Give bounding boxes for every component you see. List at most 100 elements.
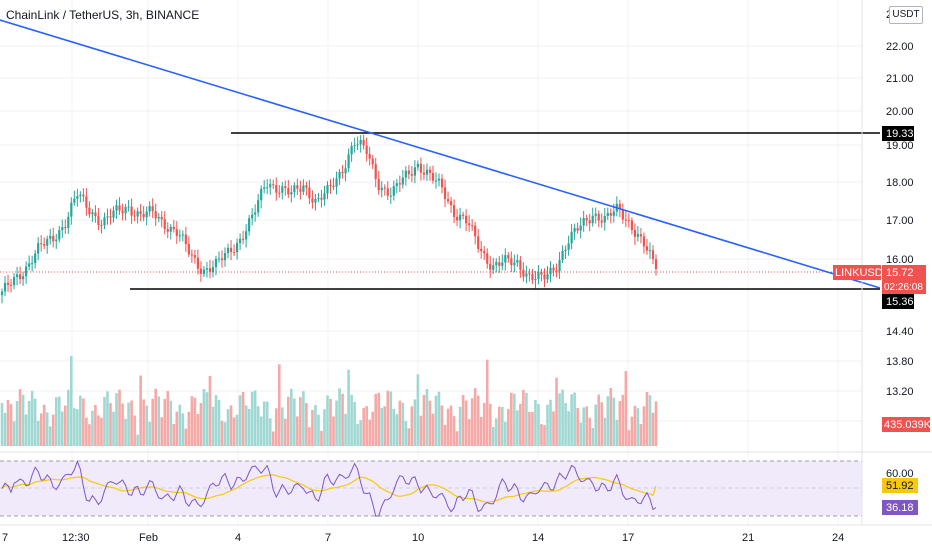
candle (582, 210, 585, 232)
candle (462, 211, 465, 220)
volume-bar (262, 401, 266, 446)
candle (329, 179, 332, 194)
candle (525, 265, 528, 284)
candle (248, 214, 251, 236)
volume-bar (341, 393, 344, 446)
candle (130, 198, 133, 224)
volume-bar (531, 411, 534, 446)
candle (272, 179, 275, 190)
volume-bar (579, 422, 582, 446)
volume-bar (67, 389, 70, 446)
price-axis[interactable]: 2 22.00 21.00 20.00 19.00 18.00 17.00 16… (886, 9, 914, 480)
candle (145, 206, 148, 226)
candle (299, 180, 302, 200)
candle (434, 172, 438, 189)
candle (326, 181, 329, 200)
time-tick: 17 (622, 532, 634, 544)
candle (133, 209, 136, 222)
candle (6, 274, 10, 292)
volume-bar (425, 389, 429, 446)
candle (636, 226, 640, 242)
time-tick: 10 (412, 532, 424, 544)
volume-bar (615, 419, 619, 446)
candle (190, 249, 193, 263)
candle (178, 229, 181, 242)
candle (70, 197, 73, 225)
time-tick: Feb (139, 532, 158, 544)
candle (148, 201, 151, 217)
time-axis[interactable]: 7 12:30 Feb 4 7 10 14 17 21 24 (2, 532, 844, 544)
volume-bar (308, 427, 311, 446)
volume-label: 435.039K (882, 417, 932, 432)
candle (546, 266, 549, 283)
volume-bar (76, 409, 79, 446)
candle (169, 224, 172, 240)
candle (187, 236, 190, 258)
volume-bar (133, 415, 136, 446)
volume-bar (296, 416, 299, 446)
volume-bar (314, 405, 317, 446)
candle (537, 265, 540, 285)
volume-bar (422, 394, 426, 446)
rsi-ma-line (1, 474, 657, 503)
volume-bar (208, 376, 212, 446)
volume-bar (202, 388, 206, 446)
svg-text:435.039K: 435.039K (884, 419, 932, 431)
candle (549, 261, 552, 283)
volume-bar (36, 420, 40, 446)
volume-bar (241, 391, 245, 446)
volume-bar (479, 416, 483, 446)
candle (651, 245, 655, 265)
candle (308, 180, 311, 205)
candle (585, 214, 588, 226)
volume-bar (229, 405, 233, 446)
volume-bar (654, 401, 658, 446)
candle (573, 223, 576, 240)
volume-bar (368, 419, 371, 446)
candle (492, 257, 495, 274)
volume-bar (335, 400, 338, 446)
candle (217, 251, 221, 263)
volume-bar (73, 408, 76, 446)
svg-text:02:26:08: 02:26:08 (884, 282, 923, 293)
volume-bar (45, 412, 49, 446)
volume-bar (570, 394, 573, 446)
candle (31, 255, 34, 272)
volume-bar (27, 400, 31, 446)
candle (296, 178, 299, 196)
candle (284, 180, 287, 196)
volume-bar (259, 416, 263, 446)
currency-button[interactable]: USDT (889, 6, 923, 24)
candle (157, 212, 160, 223)
candle (82, 188, 85, 202)
volume-bar (163, 398, 167, 446)
candle (193, 249, 196, 264)
volume-bar (109, 403, 112, 446)
candle (465, 209, 468, 231)
candle (359, 135, 362, 153)
candle (15, 266, 19, 286)
volume-bar (392, 408, 396, 446)
volume-bar (329, 398, 332, 446)
candle (588, 213, 591, 232)
candle (260, 185, 263, 209)
candle (332, 177, 335, 191)
volume-bar (516, 410, 519, 446)
volume-bar (323, 409, 326, 446)
volume-bar (24, 414, 28, 446)
candle (76, 188, 79, 207)
candle (12, 272, 16, 290)
volume-bar (157, 396, 161, 446)
chart-title: ChainLink / TetherUS, 3h, BINANCE (6, 8, 200, 22)
volume-bar (407, 428, 411, 446)
candle (624, 211, 627, 228)
volume-bar (178, 404, 182, 446)
candle (410, 166, 413, 183)
volume-bar (380, 407, 384, 446)
candle (184, 226, 187, 252)
candle (64, 219, 67, 234)
candle (88, 201, 91, 218)
trendline[interactable] (0, 19, 881, 289)
candle (576, 222, 579, 234)
